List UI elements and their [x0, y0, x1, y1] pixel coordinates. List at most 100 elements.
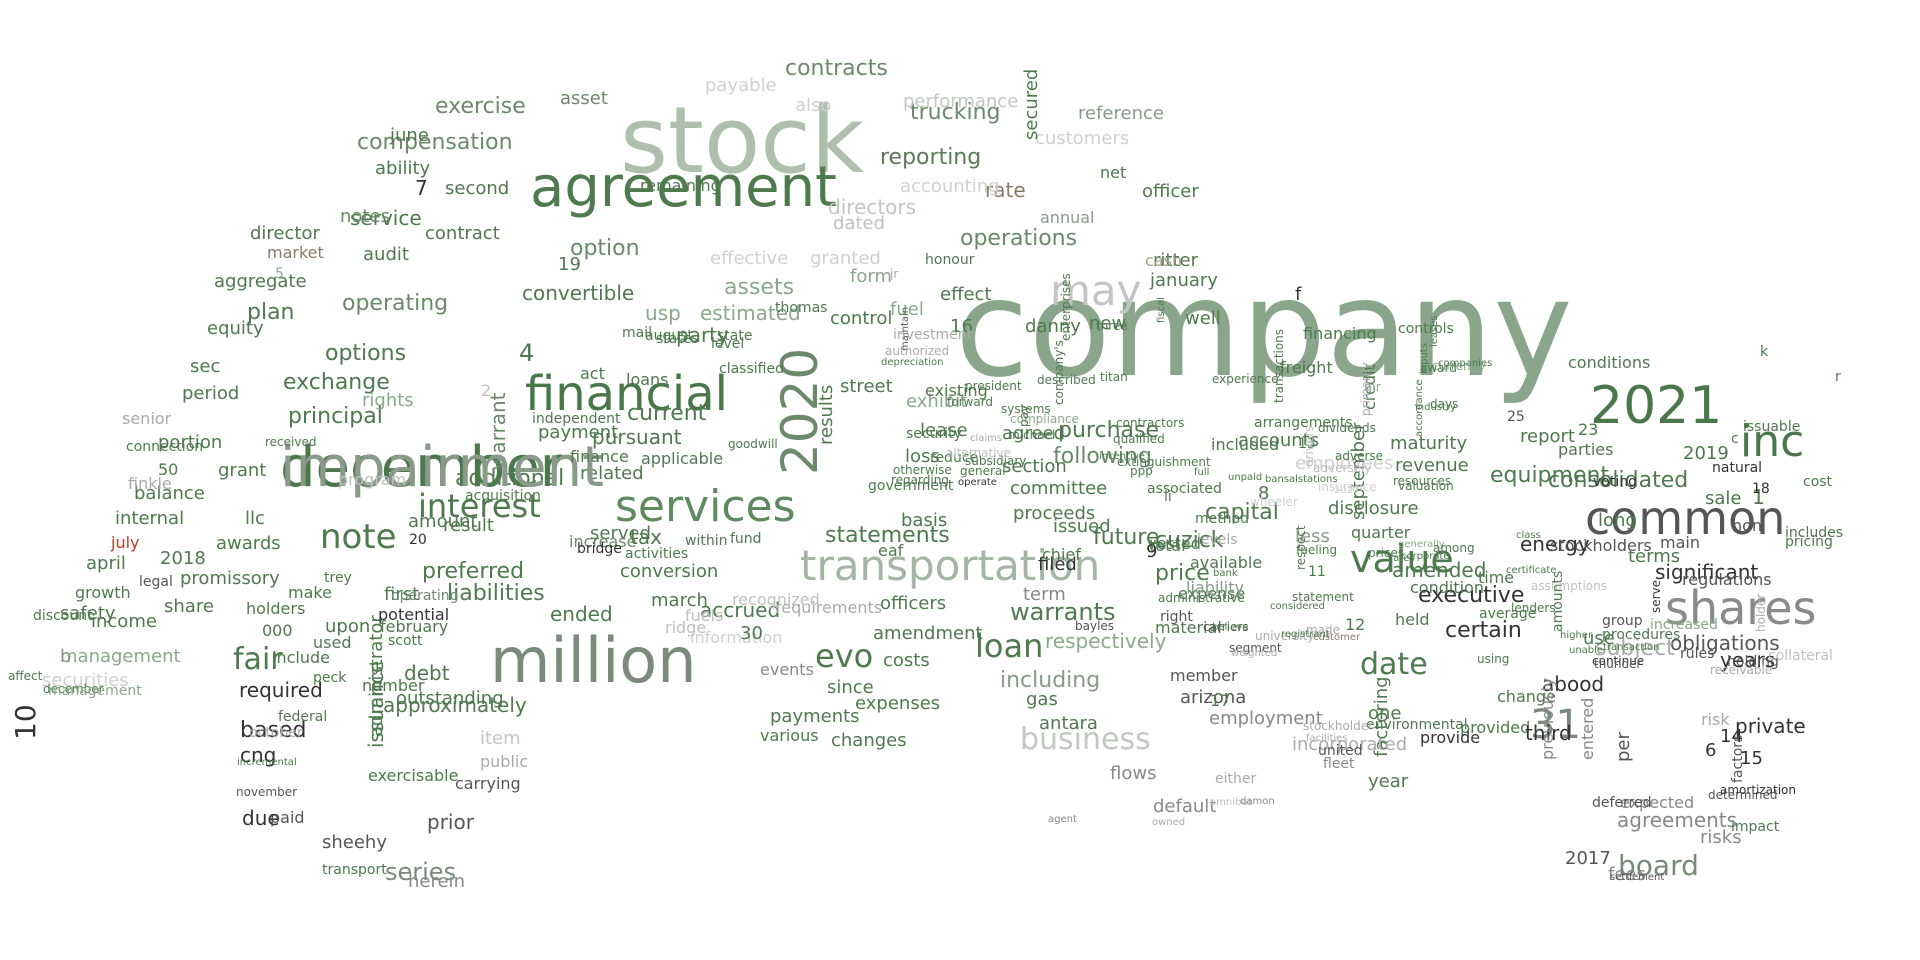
word-13: value: [1350, 537, 1454, 581]
word-165: section: [1002, 456, 1067, 477]
word-74: stockholders: [1550, 536, 1652, 555]
word-411: unable: [1569, 645, 1604, 656]
word-215: provided: [1460, 718, 1531, 737]
word-360: bayles: [1075, 619, 1115, 633]
word-232: employment: [1209, 708, 1323, 729]
word-332: transaction: [1603, 642, 1660, 653]
word-57: capital: [1205, 500, 1279, 525]
word-77: regulations: [1682, 570, 1772, 589]
word-243: various: [760, 726, 819, 745]
word-152: amendment: [873, 623, 983, 644]
word-135: upon: [325, 616, 371, 637]
word-294: october: [249, 725, 303, 741]
word-246: recognized: [732, 590, 820, 609]
word-186: second: [445, 178, 510, 199]
word-105: llc: [245, 508, 265, 529]
word-234: arizona: [1180, 687, 1247, 708]
word-214: change: [1497, 687, 1556, 706]
word-427: qualified: [1113, 432, 1165, 446]
word-109: portion: [158, 432, 223, 453]
word-431: forward: [947, 395, 994, 409]
word-157: costs: [883, 650, 930, 671]
word-227: entered: [1578, 697, 1597, 760]
word-400: leases: [1429, 315, 1440, 347]
word-117: notes: [340, 206, 390, 227]
word-315: 17: [1210, 691, 1231, 710]
word-424: full: [1194, 467, 1210, 478]
word-266: acquisition: [465, 488, 541, 504]
word-7: financial: [525, 366, 728, 422]
word-84: prior: [427, 810, 474, 834]
word-191: secured: [1021, 68, 1042, 140]
word-305: 9: [1146, 541, 1158, 562]
word-110: period: [182, 383, 240, 404]
word-350: agent: [1048, 814, 1077, 825]
word-96: safety: [60, 603, 116, 624]
word-122: act: [580, 364, 605, 383]
word-36: usp: [645, 301, 681, 325]
word-111: sec: [190, 356, 221, 377]
word-6: services: [615, 481, 796, 532]
word-412: using: [1477, 652, 1510, 666]
word-374: pay: [1017, 404, 1031, 427]
word-254: july: [111, 533, 140, 552]
word-444: jr: [890, 267, 899, 281]
word-252: december: [43, 682, 104, 696]
word-26: 10: [9, 704, 42, 740]
word-178: accounting: [900, 176, 1000, 197]
word-45: additional: [455, 466, 565, 491]
word-401: award: [1420, 361, 1457, 375]
word-436: subsidiary: [965, 454, 1027, 468]
word-151: basis: [901, 510, 948, 531]
word-354: facilities: [1306, 733, 1348, 744]
word-336: holding: [1727, 654, 1779, 670]
word-39: plan: [247, 300, 295, 325]
word-142: street: [840, 376, 893, 397]
word-288: administrator: [366, 615, 387, 737]
word-104: internal: [115, 508, 185, 529]
word-193: 8: [1258, 483, 1270, 504]
word-115: service: [350, 206, 422, 230]
word-141: make: [288, 583, 332, 602]
word-223: 15: [1740, 748, 1763, 769]
word-4: million: [490, 624, 697, 697]
word-248: impairment: [280, 435, 605, 500]
word-376: enterprises: [1059, 273, 1073, 341]
word-44: current: [627, 401, 707, 426]
word-55: future: [1093, 525, 1160, 550]
word-146: effect: [940, 284, 992, 305]
word-181: also: [795, 95, 832, 116]
word-174: annual: [1040, 208, 1095, 227]
word-24: warrants: [1010, 598, 1116, 626]
word-73: report: [1520, 426, 1575, 447]
word-150: loss: [905, 446, 940, 467]
word-197: maturity: [1390, 433, 1468, 454]
word-345: deferred: [1592, 795, 1652, 811]
word-70: fees: [1608, 864, 1646, 885]
word-366: adverse: [1335, 449, 1384, 463]
word-443: honour: [925, 252, 975, 268]
word-241: antara: [1039, 713, 1098, 734]
word-311: ii: [1164, 489, 1172, 505]
word-129: accrued: [700, 598, 781, 622]
word-314: 13: [1298, 436, 1316, 452]
word-17: may: [1050, 266, 1142, 315]
word-331: procedures: [1602, 627, 1681, 643]
word-442: depreciation: [881, 357, 944, 368]
word-48: liabilities: [447, 581, 545, 606]
word-245: events: [760, 660, 814, 679]
word-408: assumptions: [1531, 579, 1608, 593]
word-56: price: [1155, 561, 1210, 586]
word-158: term: [1023, 584, 1066, 605]
word-66: subject: [1595, 636, 1675, 661]
word-127: conversion: [620, 561, 719, 582]
word-102: awards: [216, 533, 281, 554]
word-161: committee: [1010, 478, 1108, 499]
word-180: effective: [710, 248, 789, 269]
word-5: transportation: [800, 541, 1101, 590]
word-267: activities: [625, 546, 689, 562]
word-261: finance: [570, 447, 629, 466]
word-381: mr: [1364, 380, 1381, 394]
word-207: long: [1598, 510, 1637, 531]
word-218: year: [1368, 771, 1409, 792]
